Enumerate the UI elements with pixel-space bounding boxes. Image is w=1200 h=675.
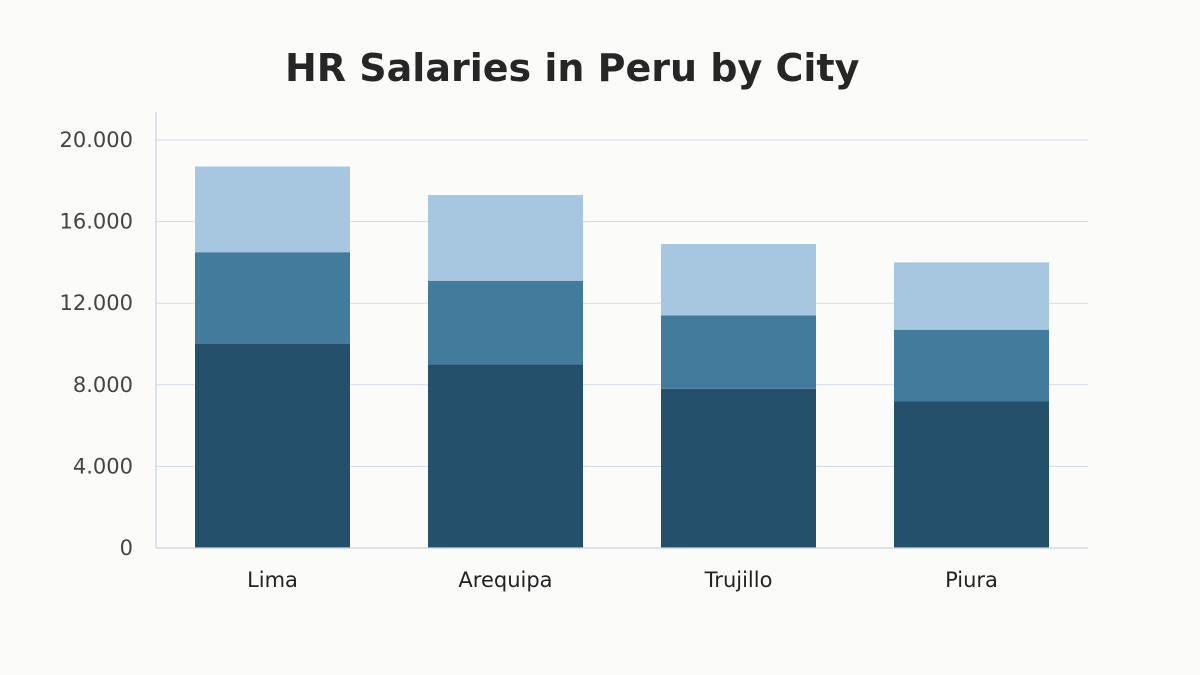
bar-trujillo-segment-3 xyxy=(661,244,816,316)
bar-piura-segment-1 xyxy=(894,401,1049,548)
chart-title: HR Salaries in Peru by City xyxy=(285,46,860,90)
bar-lima-segment-1 xyxy=(195,344,350,548)
y-tick-label: 20.000 xyxy=(60,128,133,152)
bars xyxy=(195,166,1049,548)
y-tick-label: 12.000 xyxy=(60,291,133,315)
bar-trujillo-segment-1 xyxy=(661,388,816,548)
y-tick-label: 4.000 xyxy=(73,454,133,478)
y-tick-label: 8.000 xyxy=(73,373,133,397)
axes xyxy=(155,112,1088,549)
x-tick-label: Piura xyxy=(945,568,998,592)
bar-trujillo-segment-2 xyxy=(661,315,816,389)
x-tick-label: Trujillo xyxy=(704,568,773,592)
bar-arequipa-segment-3 xyxy=(428,195,583,281)
y-tick-label: 16.000 xyxy=(60,210,133,234)
y-tick-label: 0 xyxy=(120,536,133,560)
x-tick-label: Lima xyxy=(247,568,298,592)
x-tick-label: Arequipa xyxy=(458,568,552,592)
bar-piura-segment-3 xyxy=(894,262,1049,330)
bar-piura-segment-2 xyxy=(894,329,1049,402)
bar-arequipa-segment-2 xyxy=(428,280,583,365)
bar-arequipa-segment-1 xyxy=(428,364,583,548)
labels: 0 4.000 8.000 12.000 16.000 20.000 Lima Arequip… xyxy=(60,128,998,592)
bar-lima-segment-3 xyxy=(195,166,350,253)
bar-lima-segment-2 xyxy=(195,252,350,344)
